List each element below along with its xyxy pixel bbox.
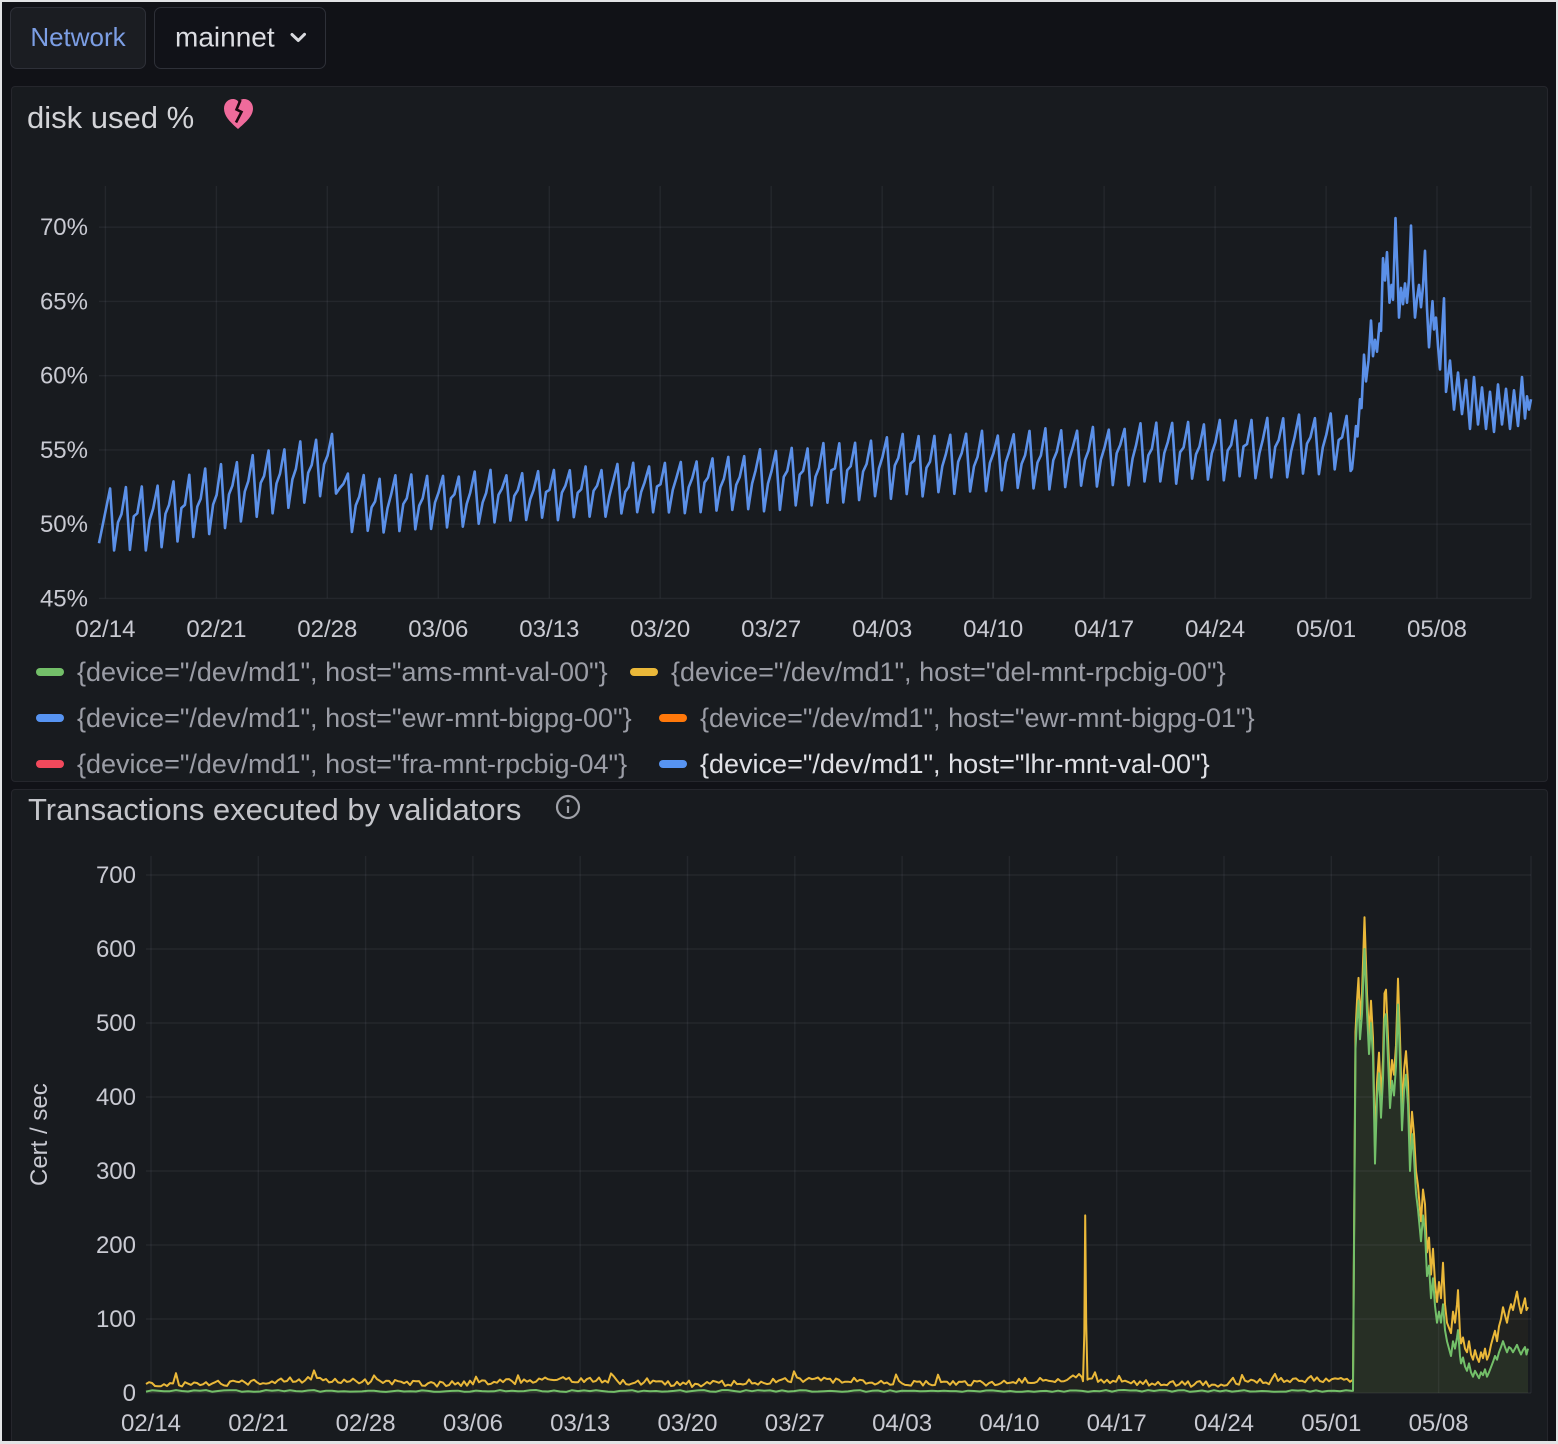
svg-text:05/01: 05/01	[1301, 1410, 1361, 1437]
svg-text:04/24: 04/24	[1185, 616, 1245, 643]
svg-text:03/27: 03/27	[741, 616, 801, 643]
svg-text:02/21: 02/21	[186, 616, 246, 643]
svg-text:05/01: 05/01	[1296, 616, 1356, 643]
svg-text:05/08: 05/08	[1409, 1410, 1469, 1437]
svg-text:03/20: 03/20	[657, 1410, 717, 1437]
svg-text:400: 400	[96, 1084, 136, 1111]
svg-text:03/06: 03/06	[408, 616, 468, 643]
svg-text:50%: 50%	[40, 511, 88, 538]
svg-text:03/20: 03/20	[630, 616, 690, 643]
svg-text:02/14: 02/14	[75, 616, 135, 643]
svg-text:02/14: 02/14	[121, 1410, 181, 1437]
svg-text:04/17: 04/17	[1087, 1410, 1147, 1437]
svg-text:45%: 45%	[40, 585, 88, 612]
svg-text:04/10: 04/10	[963, 616, 1023, 643]
svg-text:0: 0	[123, 1380, 136, 1407]
svg-text:55%: 55%	[40, 437, 88, 464]
svg-text:05/08: 05/08	[1407, 616, 1467, 643]
svg-text:02/28: 02/28	[336, 1410, 396, 1437]
svg-text:04/10: 04/10	[979, 1410, 1039, 1437]
svg-text:65%: 65%	[40, 288, 88, 315]
svg-text:03/13: 03/13	[519, 616, 579, 643]
svg-text:200: 200	[96, 1232, 136, 1259]
svg-text:300: 300	[96, 1158, 136, 1185]
svg-text:04/17: 04/17	[1074, 616, 1134, 643]
svg-text:04/24: 04/24	[1194, 1410, 1254, 1437]
svg-text:02/21: 02/21	[228, 1410, 288, 1437]
svg-text:100: 100	[96, 1306, 136, 1333]
svg-text:500: 500	[96, 1010, 136, 1037]
svg-text:60%: 60%	[40, 363, 88, 390]
svg-text:700: 700	[96, 862, 136, 889]
svg-text:600: 600	[96, 936, 136, 963]
svg-text:70%: 70%	[40, 214, 88, 241]
svg-text:02/28: 02/28	[297, 616, 357, 643]
svg-text:03/06: 03/06	[443, 1410, 503, 1437]
svg-text:04/03: 04/03	[852, 616, 912, 643]
svg-text:04/03: 04/03	[872, 1410, 932, 1437]
svg-text:03/13: 03/13	[550, 1410, 610, 1437]
svg-text:03/27: 03/27	[765, 1410, 825, 1437]
